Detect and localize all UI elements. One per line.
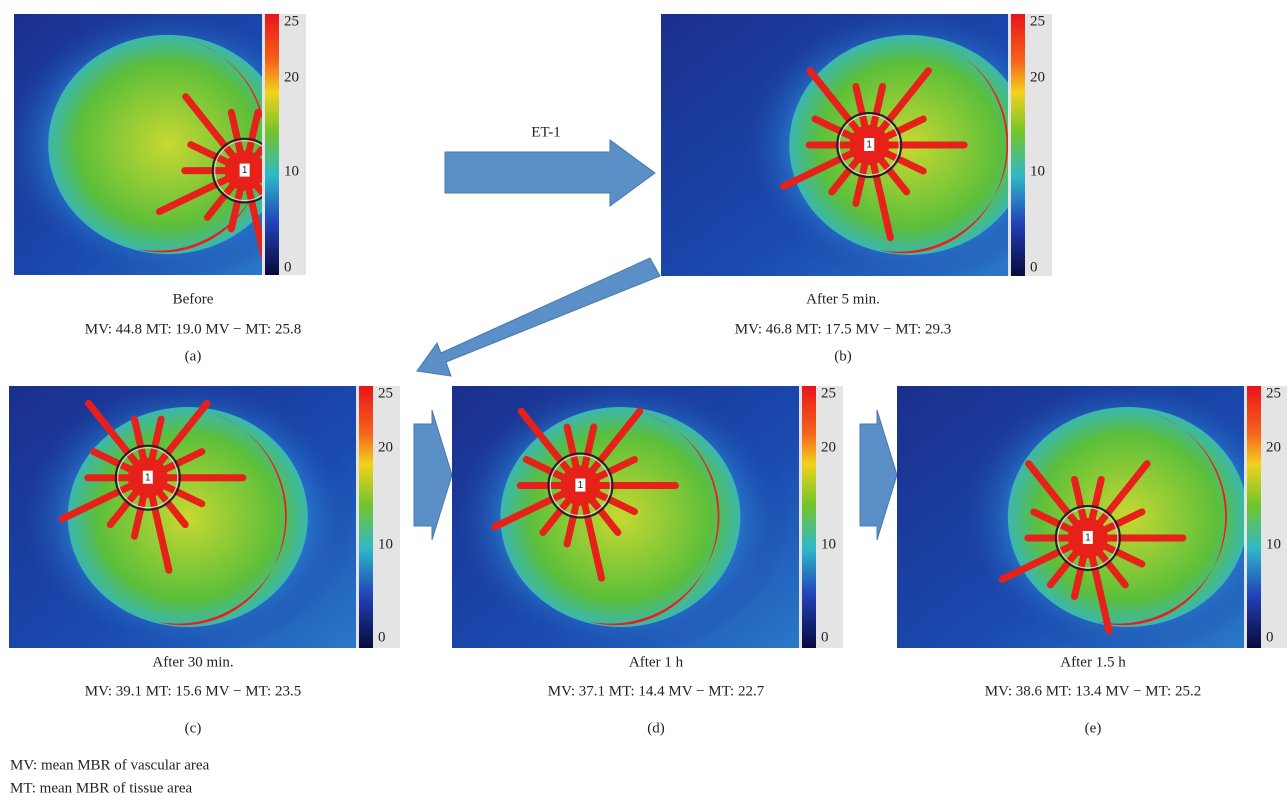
colorbar-tick-label: 0 (378, 629, 386, 645)
colorbar (1247, 386, 1261, 648)
colorbar-tick-label: 25 (284, 13, 299, 29)
colorbar-tick-label: 25 (1266, 385, 1281, 401)
panel-label: (a) (185, 348, 202, 364)
footnote: MT: mean MBR of tissue area (10, 780, 192, 796)
colorbar-tick-label: 25 (378, 385, 393, 401)
panel-caption: After 1 h (629, 654, 684, 670)
roi-label: 1 (1085, 533, 1091, 544)
roi-label: 1 (578, 480, 584, 491)
panel: 1 25 20 10 0 After 30 min. MV: 39.1 MT: 15.6 M… (9, 377, 400, 736)
heatmap-image: 1 (9, 377, 358, 657)
colorbar (1011, 14, 1025, 276)
panel: 1 25 20 10 0 After 5 min. MV: 46.8 MT: 17.5 MV… (661, 5, 1079, 364)
panel-caption: After 1.5 h (1060, 654, 1126, 670)
roi-label: 1 (866, 140, 872, 151)
colorbar-tick-label: 20 (821, 439, 836, 455)
arrow (445, 140, 655, 206)
colorbar-tick-label: 10 (1266, 536, 1281, 552)
panel-stats: MV: 44.8 MT: 19.0 MV − MT: 25.8 (85, 321, 301, 337)
colorbar (265, 14, 279, 275)
panel-stats: MV: 46.8 MT: 17.5 MV − MT: 29.3 (735, 321, 951, 337)
colorbar-tick-label: 10 (1030, 163, 1045, 179)
panel: 1 25 20 10 0 After 1.5 h MV: 38.6 MT: 13.4 MV … (897, 377, 1287, 736)
roi-label: 1 (242, 165, 248, 176)
colorbar-tick-label: 0 (1266, 629, 1274, 645)
colorbar-tick-label: 0 (284, 259, 292, 275)
panel-stats: MV: 37.1 MT: 14.4 MV − MT: 22.7 (548, 683, 765, 699)
arrow (414, 410, 452, 540)
panel-label: (d) (647, 720, 665, 736)
roi-label: 1 (145, 472, 151, 483)
panel-caption: Before (173, 291, 214, 307)
panel-label: (e) (1085, 720, 1102, 736)
figure: ET-1 MV: mean MBR of vascular area MT: m… (0, 0, 1287, 801)
colorbar-tick-label: 25 (821, 385, 836, 401)
panel-caption: After 30 min. (152, 654, 233, 670)
arrow (417, 258, 660, 376)
arrow-label: ET-1 (531, 124, 560, 140)
colorbar (359, 386, 373, 648)
panel-caption: After 5 min. (806, 291, 880, 307)
colorbar-tick-label: 0 (1030, 259, 1038, 275)
panel: 1 25 20 10 0 After 1 h MV: 37.1 MT: 14.4 MV − … (450, 377, 843, 736)
panel-label: (c) (185, 720, 202, 736)
colorbar-tick-label: 20 (378, 439, 393, 455)
colorbar-tick-label: 20 (1030, 69, 1045, 85)
colorbar-tick-label: 10 (284, 163, 299, 179)
panel-stats: MV: 38.6 MT: 13.4 MV − MT: 25.2 (985, 683, 1201, 699)
panel-stats: MV: 39.1 MT: 15.6 MV − MT: 23.5 (85, 683, 301, 699)
panel-label: (b) (834, 348, 852, 364)
colorbar-tick-label: 10 (378, 536, 393, 552)
colorbar-tick-label: 10 (821, 536, 836, 552)
heatmap-image: 1 (897, 377, 1287, 657)
tissue (68, 407, 308, 627)
colorbar-tick-label: 20 (1266, 439, 1281, 455)
colorbar-tick-label: 0 (821, 629, 829, 645)
footnote: MV: mean MBR of vascular area (10, 757, 210, 773)
heatmap-image: 1 (450, 377, 799, 657)
colorbar-tick-label: 20 (284, 69, 299, 85)
colorbar (802, 386, 816, 648)
colorbar-tick-label: 25 (1030, 13, 1045, 29)
arrow (860, 410, 897, 540)
panel: 1 25 20 10 0 Before MV: 44.8 MT: 19.0 MV − MT:… (0, 5, 339, 364)
